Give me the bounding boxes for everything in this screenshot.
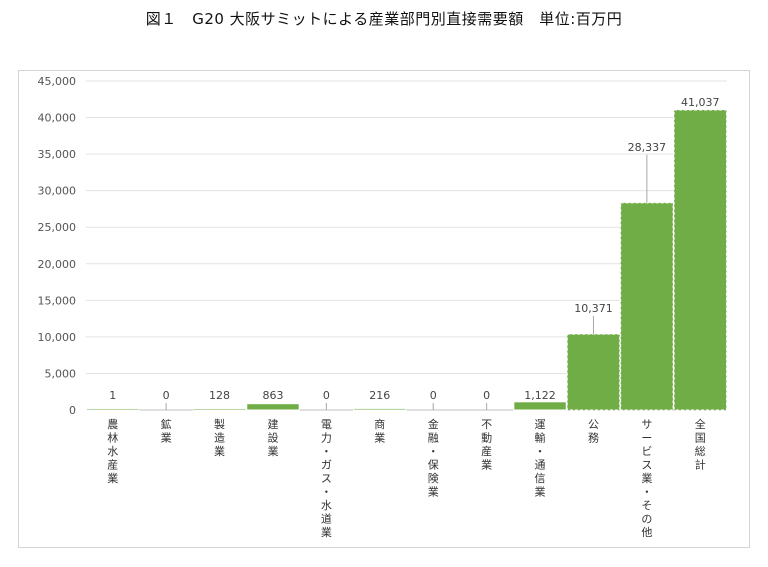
bar	[673, 109, 727, 411]
data-label: 1	[109, 389, 116, 402]
category-label: 金融・保険業	[428, 417, 439, 499]
data-label: 0	[430, 389, 437, 402]
bar	[566, 333, 621, 411]
data-label: 128	[209, 389, 230, 402]
category-label: 電力・ガス・水道業	[321, 418, 332, 539]
data-label: 216	[369, 389, 390, 402]
data-label: 0	[163, 389, 170, 402]
bar	[86, 408, 140, 411]
label-leader-lines	[165, 154, 648, 410]
y-tick-label: 0	[69, 404, 76, 417]
bar	[192, 408, 247, 411]
chart-title: 図１ G20 大阪サミットによる産業部門別直接需要額 単位:百万円	[145, 10, 623, 28]
data-labels: 1 0 128 863 0 216 0 0 1,122 10,371 28,337 41,037	[109, 96, 719, 402]
data-label: 28,337	[628, 141, 667, 154]
bar	[246, 403, 300, 411]
category-label: 製造業	[214, 417, 225, 458]
data-label: 0	[323, 389, 330, 402]
bar	[620, 202, 674, 411]
bar	[513, 401, 567, 411]
category-label: サービス業・その他	[641, 418, 652, 539]
y-axis: 0 5,000 10,000 15,000 20,000 25,000 30,000 35,0…	[38, 75, 77, 417]
category-label: 運輸・通信業	[535, 418, 546, 499]
category-label: 全国総計	[695, 417, 706, 472]
data-label: 10,371	[574, 302, 613, 315]
y-tick-label: 30,000	[38, 185, 77, 198]
bar	[353, 407, 407, 411]
y-tick-label: 10,000	[38, 331, 77, 344]
category-labels: 農林水産業 鉱業 製造業 建設業 電力・ガス・水道業 商業 金融・保険業 不動産業 運輸・通信業…	[107, 417, 706, 539]
category-label: 商業	[374, 417, 385, 445]
category-label: 農林水産業	[107, 417, 118, 485]
y-tick-label: 5,000	[45, 367, 77, 380]
bars	[86, 109, 727, 411]
y-tick-label: 35,000	[38, 148, 77, 161]
category-label: 建設業	[267, 417, 278, 458]
y-tick-label: 25,000	[38, 221, 77, 234]
y-tick-label: 15,000	[38, 294, 77, 307]
data-label: 1,122	[524, 389, 556, 402]
y-tick-label: 45,000	[38, 75, 77, 88]
category-label: 鉱業	[161, 417, 172, 445]
data-label: 0	[483, 389, 490, 402]
category-label: 不動産業	[481, 418, 492, 472]
y-tick-label: 20,000	[38, 258, 77, 271]
data-label: 41,037	[681, 96, 720, 109]
category-label: 公務	[588, 418, 599, 445]
y-tick-label: 40,000	[38, 112, 77, 125]
data-label: 863	[262, 389, 283, 402]
